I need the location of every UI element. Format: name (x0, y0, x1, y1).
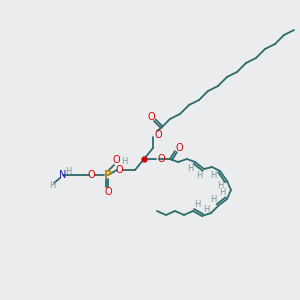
Text: O: O (112, 155, 120, 165)
Text: N: N (59, 170, 67, 180)
Text: O: O (157, 154, 165, 164)
Text: O: O (87, 170, 95, 180)
Text: H: H (219, 188, 225, 197)
Text: H: H (210, 171, 217, 180)
Text: O: O (154, 130, 162, 140)
Text: H: H (217, 181, 224, 190)
Text: O: O (104, 187, 112, 197)
Text: H: H (121, 158, 128, 166)
Text: H: H (49, 182, 55, 190)
Text: O: O (147, 112, 155, 122)
Text: H: H (194, 200, 200, 208)
Text: O: O (175, 143, 183, 153)
Text: H: H (196, 171, 202, 180)
Text: H: H (210, 195, 216, 204)
Text: P: P (104, 170, 112, 180)
Text: H: H (203, 205, 209, 214)
Text: H: H (187, 164, 193, 173)
Text: O: O (115, 165, 123, 175)
Text: H: H (65, 167, 71, 176)
